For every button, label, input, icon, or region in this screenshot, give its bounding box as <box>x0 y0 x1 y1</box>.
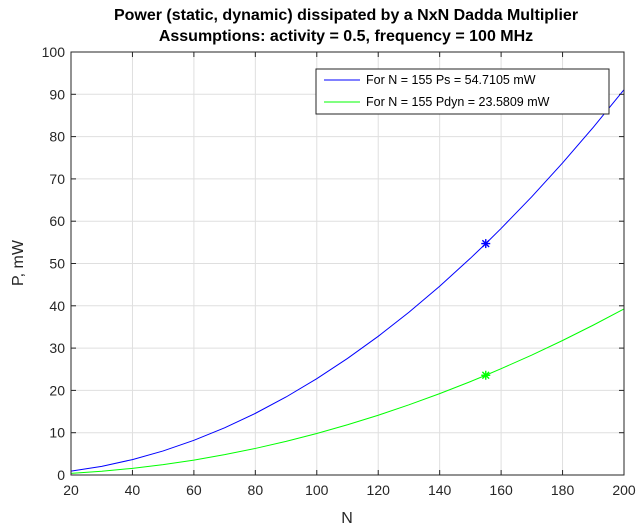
x-tick-label: 60 <box>186 482 202 498</box>
y-tick-label: 80 <box>49 129 65 145</box>
series-line-1 <box>70 308 625 474</box>
marker-stroke <box>481 239 490 248</box>
y-tick-label: 60 <box>49 213 65 229</box>
ticks: 20 40 60 80 100 120 140 160 180 200 0 10 20 30 40 50 60 7… <box>42 44 636 498</box>
y-tick-label: 40 <box>49 298 65 314</box>
x-tick-label: 120 <box>367 482 391 498</box>
x-tick-label: 180 <box>551 482 575 498</box>
x-axis-label: N <box>341 510 353 527</box>
y-tick-label: 20 <box>49 382 65 398</box>
x-tick-label: 200 <box>612 482 636 498</box>
x-tick-label: 160 <box>489 482 513 498</box>
marker-stroke <box>481 371 490 380</box>
y-axis-label: P, mW <box>10 239 27 286</box>
legend: For N = 155 Ps = 54.7105 mW For N = 155 … <box>315 68 610 115</box>
x-tick-label: 80 <box>248 482 264 498</box>
series-layer <box>70 89 625 474</box>
chart-subtitle: Assumptions: activity = 0.5, frequency =… <box>159 28 533 45</box>
y-tick-label: 100 <box>42 44 66 60</box>
legend-box <box>315 68 610 115</box>
y-tick-label: 0 <box>57 467 65 483</box>
series-marker-0 <box>481 239 491 249</box>
chart-title: Power (static, dynamic) dissipated by a … <box>114 7 578 24</box>
x-tick-label: 40 <box>125 482 141 498</box>
y-tick-label: 30 <box>49 340 65 356</box>
series-line-0 <box>70 89 625 472</box>
y-tick-label: 90 <box>49 86 65 102</box>
x-tick-label: 100 <box>305 482 329 498</box>
x-tick-label: 140 <box>428 482 452 498</box>
series-marker-1 <box>481 370 491 380</box>
y-tick-label: 70 <box>49 171 65 187</box>
y-tick-label: 50 <box>49 256 65 272</box>
y-tick-label: 10 <box>49 425 65 441</box>
legend-label-dynamic: For N = 155 Pdyn = 23.5809 mW <box>366 95 550 109</box>
x-tick-label: 20 <box>63 482 79 498</box>
legend-label-static: For N = 155 Ps = 54.7105 mW <box>366 73 536 87</box>
